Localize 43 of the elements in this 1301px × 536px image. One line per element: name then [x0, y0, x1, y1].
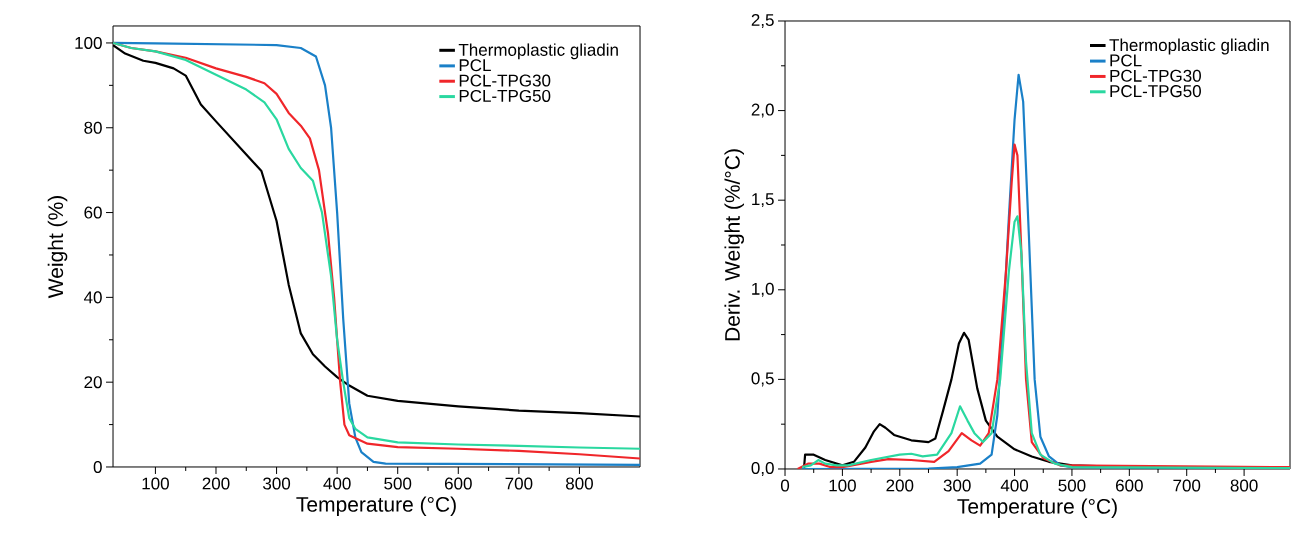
legend-label: Thermoplastic gliadin [1109, 38, 1269, 55]
x-tick-label: 600 [1116, 479, 1143, 492]
x-tick-label: 100 [829, 479, 856, 492]
x-tick-label: 200 [202, 477, 230, 490]
y-tick-label: 80 [84, 121, 102, 134]
legend-label: PCL-TPG30 [459, 74, 551, 87]
x-tick-label: 300 [943, 479, 971, 492]
x-axis-title: Temperature (°C) [296, 496, 456, 516]
x-tick-label: 400 [323, 477, 351, 490]
x-tick-label: 400 [1000, 479, 1029, 492]
y-tick-label: 0,5 [751, 372, 774, 387]
y-tick-label: 40 [83, 291, 102, 304]
x-tick-label: 700 [1173, 479, 1201, 492]
y-tick-label: 20 [84, 376, 102, 389]
y-axis-title: Deriv. Weight (%/°C) [724, 149, 745, 341]
y-tick-label: 0 [93, 460, 102, 474]
y-tick-label: 1,0 [752, 282, 774, 297]
y-tick-label: 1,5 [752, 193, 774, 208]
legend-label: PCL [1110, 54, 1142, 67]
x-tick-label: 700 [505, 477, 533, 490]
y-tick-label: 0,0 [751, 461, 774, 476]
x-tick-label: 500 [384, 477, 412, 490]
legend-label: PCL [459, 59, 491, 72]
y-tick-label: 2,0 [751, 103, 774, 118]
y-tick-label: 60 [84, 206, 102, 219]
x-tick-label: 500 [1058, 479, 1086, 492]
x-tick-label: 200 [886, 479, 914, 492]
x-tick-label: 0 [780, 479, 790, 492]
legend-label: PCL-TPG30 [1110, 69, 1201, 82]
y-axis-title: Weight (%) [47, 196, 68, 299]
x-tick-label: 800 [1230, 479, 1258, 492]
x-tick-label: 600 [444, 477, 472, 490]
x-axis-title: Temperature (°C) [957, 498, 1117, 518]
line-series [796, 143, 1291, 469]
x-tick-label: 100 [142, 477, 169, 490]
y-tick-label: 2,5 [751, 13, 774, 29]
line-series [801, 215, 1291, 469]
x-tick-label: 300 [263, 477, 291, 490]
x-tick-label: 800 [565, 477, 593, 490]
y-tick-label: 100 [75, 36, 102, 49]
legend-label: PCL-TPG50 [1110, 85, 1201, 98]
legend-label: PCL-TPG50 [459, 89, 551, 102]
legend-label: Thermoplastic gliadin [458, 43, 618, 60]
